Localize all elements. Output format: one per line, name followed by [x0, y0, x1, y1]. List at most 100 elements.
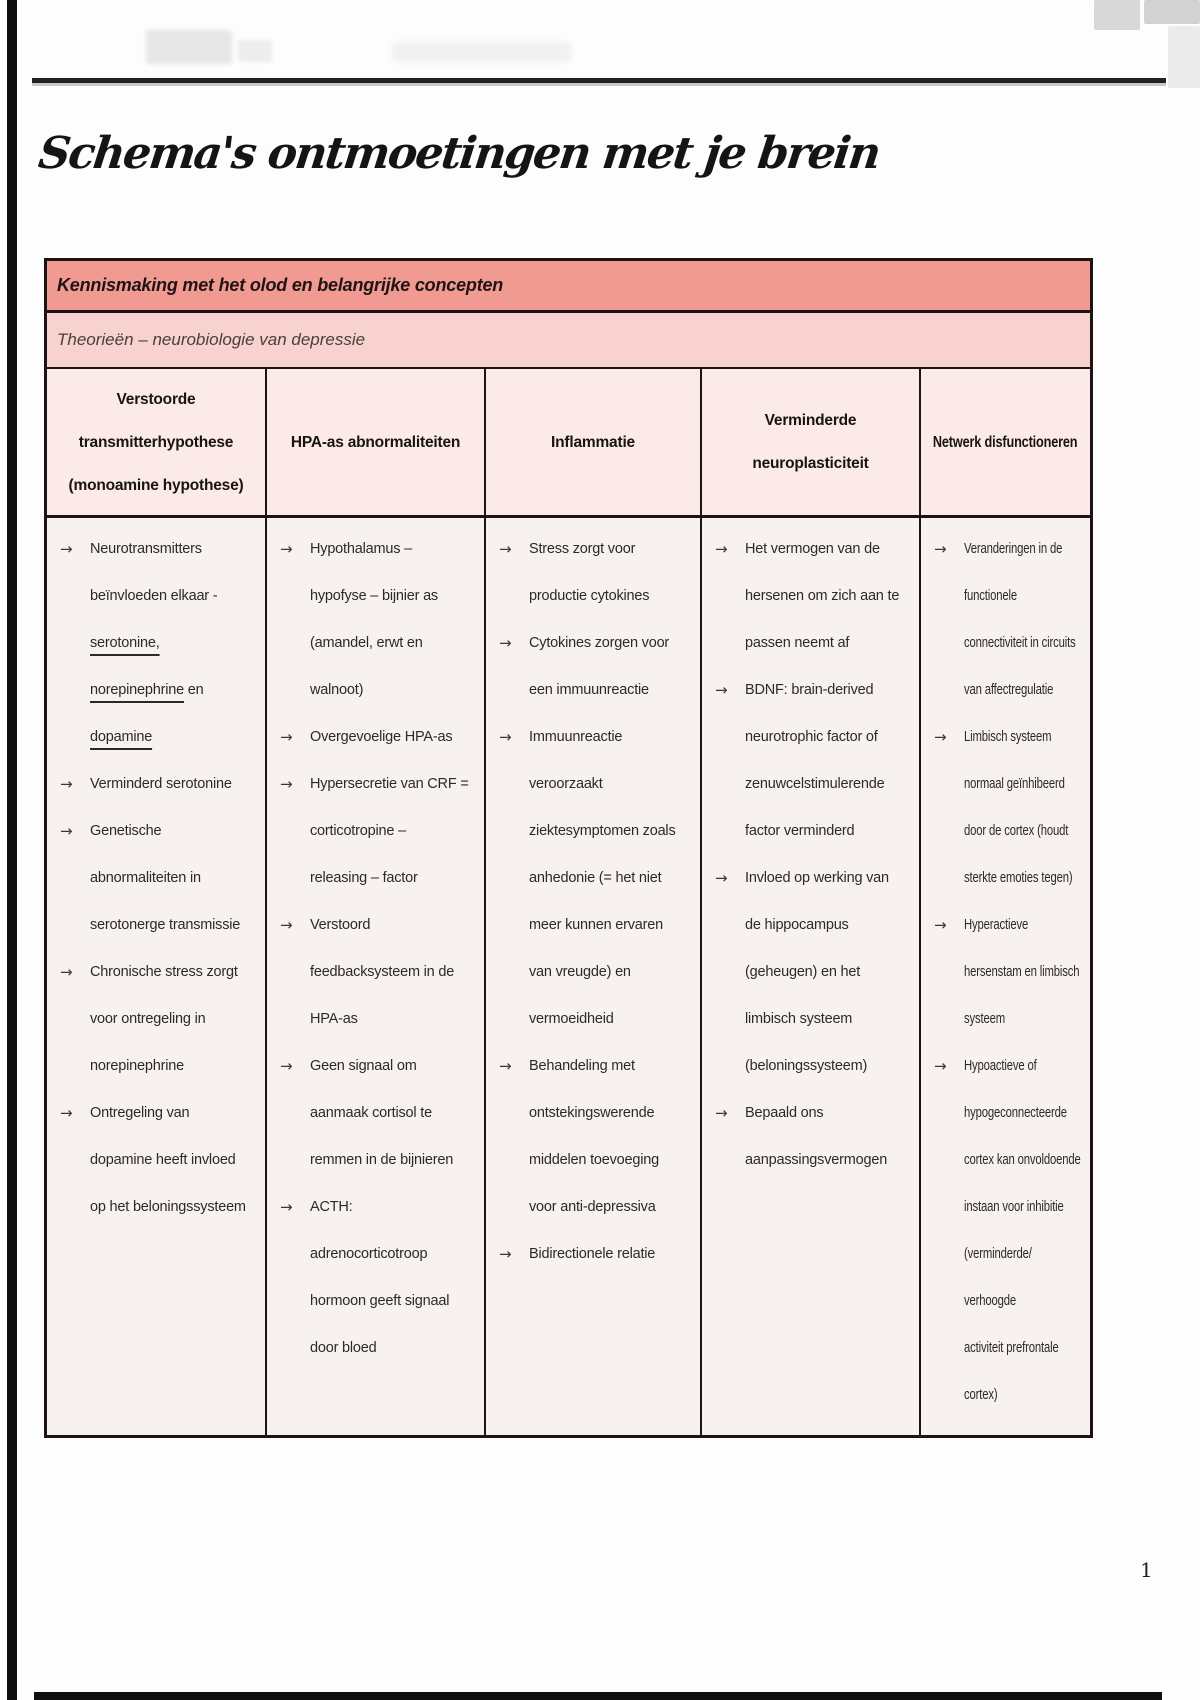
scan-artifact [1094, 0, 1140, 30]
column-header-text: Netwerk disfunctioneren [933, 433, 1078, 451]
list-item: → Hypersecretie van CRF = corticotropine … [280, 761, 480, 902]
list-item: → Veranderingen in de functionele connect… [934, 526, 1086, 714]
arrow-bullet-icon: → [280, 916, 293, 934]
arrow-bullet-icon: → [934, 1057, 947, 1075]
list-item: → Ontregeling van dopamine heeft invloed … [60, 1090, 261, 1231]
arrow-bullet-icon: → [60, 775, 73, 793]
item-text: Limbisch systeem normaal geïnhibeerd doo… [964, 729, 1073, 886]
item-text: Behandeling met ontstekingswerende midde… [529, 1058, 660, 1215]
column-cell-1: → Neurotransmitters beïnvloeden elkaar - … [47, 518, 267, 1435]
scan-edge-left [7, 0, 17, 1700]
item-text: Overgevoelige HPA-as [310, 729, 453, 745]
arrow-bullet-icon: → [499, 728, 512, 746]
page-number: 1 [1140, 1558, 1153, 1582]
column-cell-2: → Hypothalamus – hypofyse – bijnier as (a… [267, 518, 486, 1435]
arrow-bullet-icon: → [280, 1198, 293, 1216]
table-header-row: Verstoorde transmitterhypothese (monoami… [47, 369, 1090, 518]
arrow-bullet-icon: → [715, 869, 728, 887]
table-banner-primary: Kennismaking met het olod en belangrijke… [47, 261, 1090, 313]
item-text: Veranderingen in de functionele connecti… [964, 541, 1076, 698]
list-item: → Genetische abnormaliteiten in serotoner… [60, 808, 261, 949]
item-text: Immuunreactie veroorzaakt ziektesymptome… [529, 729, 676, 1027]
arrow-bullet-icon: → [715, 540, 728, 558]
notes-table: Kennismaking met het olod en belangrijke… [44, 258, 1093, 1438]
scan-edge-bottom [34, 1692, 1162, 1700]
list-item: → Behandeling met ontstekingswerende midd… [499, 1043, 696, 1231]
item-text: Chronische stress zorgt voor ontregeling… [90, 964, 238, 1074]
column-header-text: Inflammatie [551, 433, 635, 451]
list-item: → Cytokines zorgen voor een immuunreactie [499, 620, 696, 714]
item-text: Bidirectionele relatie [529, 1246, 656, 1262]
column-cell-3: → Stress zorgt voor productie cytokines → C… [486, 518, 702, 1435]
list-item: → Immuunreactie veroorzaakt ziektesymptom… [499, 714, 696, 1043]
list-item: → Hyperactieve hersenstam en limbisch sys… [934, 902, 1086, 1043]
arrow-bullet-icon: → [499, 1245, 512, 1263]
item-text: Cytokines zorgen voor een immuunreactie [529, 635, 670, 698]
scan-artifact [1144, 0, 1200, 24]
item-text: Het vermogen van de hersenen om zich aan… [745, 541, 900, 651]
column-cell-5: → Veranderingen in de functionele connect… [921, 518, 1090, 1435]
item-text: Verminderd serotonine [90, 776, 232, 792]
table-body-row: → Neurotransmitters beïnvloeden elkaar - … [47, 518, 1090, 1435]
arrow-bullet-icon: → [280, 1057, 293, 1075]
scan-artifact [1168, 26, 1200, 88]
list-item: → BDNF: brain-derived neurotrophic factor… [715, 667, 915, 855]
scan-artifact [238, 40, 272, 62]
list-item: → Bidirectionele relatie [499, 1231, 696, 1278]
column-header-4: Verminderde neuroplasticiteit [702, 369, 921, 515]
column-header-text: Verminderde neuroplasticiteit [752, 412, 869, 472]
list-item: → Overgevoelige HPA-as [280, 714, 480, 761]
arrow-bullet-icon: → [934, 540, 947, 558]
arrow-bullet-icon: → [934, 916, 947, 934]
list-item: → Hypoactieve of hypogeconnecteerde corte… [934, 1043, 1086, 1419]
list-item: → ACTH: adrenocorticotroop hormoon geeft … [280, 1184, 480, 1372]
column-header-text: HPA-as abnormaliteiten [290, 433, 461, 451]
page-top-rule [32, 78, 1166, 83]
list-item: → Verstoord feedbacksysteem in de HPA-as [280, 902, 480, 1043]
page-title: Schema's ontmoetingen met je brein [35, 128, 882, 179]
item-text: Neurotransmitters beïnvloeden elkaar - s… [90, 541, 218, 745]
list-item: → Stress zorgt voor productie cytokines [499, 526, 696, 620]
item-text: Stress zorgt voor productie cytokines [529, 541, 650, 604]
scan-artifact [392, 42, 572, 62]
arrow-bullet-icon: → [499, 634, 512, 652]
item-text: Ontregeling van dopamine heeft invloed o… [90, 1105, 246, 1215]
column-cell-4: → Het vermogen van de hersenen om zich aa… [702, 518, 921, 1435]
arrow-bullet-icon: → [60, 963, 73, 981]
arrow-bullet-icon: → [280, 540, 293, 558]
arrow-bullet-icon: → [715, 1104, 728, 1122]
table-banner-secondary: Theorieën – neurobiologie van depressie [47, 313, 1090, 369]
list-item: → Limbisch systeem normaal geïnhibeerd do… [934, 714, 1086, 902]
item-text: Hyperactieve hersenstam en limbisch syst… [964, 917, 1080, 1027]
scan-artifact [146, 30, 232, 64]
arrow-bullet-icon: → [499, 1057, 512, 1075]
arrow-bullet-icon: → [60, 540, 73, 558]
arrow-bullet-icon: → [60, 822, 73, 840]
list-item: → Het vermogen van de hersenen om zich aa… [715, 526, 915, 667]
column-header-3: Inflammatie [486, 369, 702, 515]
item-text: Geen signaal om aanmaak cortisol te remm… [310, 1058, 454, 1168]
item-text: ACTH: adrenocorticotroop hormoon geeft s… [310, 1199, 450, 1356]
item-text: Genetische abnormaliteiten in serotonerg… [90, 823, 241, 933]
item-text: Verstoord feedbacksysteem in de HPA-as [310, 917, 455, 1027]
list-item: → Chronische stress zorgt voor ontregelin… [60, 949, 261, 1090]
arrow-bullet-icon: → [60, 1104, 73, 1122]
list-item: → Hypothalamus – hypofyse – bijnier as (a… [280, 526, 480, 714]
item-text: Invloed op werking van de hippocampus (g… [745, 870, 889, 1074]
arrow-bullet-icon: → [715, 681, 728, 699]
arrow-bullet-icon: → [934, 728, 947, 746]
item-text: Hypersecretie van CRF = corticotropine –… [310, 776, 469, 886]
arrow-bullet-icon: → [499, 540, 512, 558]
item-text: Hypoactieve of hypogeconnecteerde cortex… [964, 1058, 1081, 1403]
list-item: → Neurotransmitters beïnvloeden elkaar - … [60, 526, 261, 761]
column-header-5: Netwerk disfunctioneren [921, 369, 1090, 515]
arrow-bullet-icon: → [280, 728, 293, 746]
item-text: BDNF: brain-derived neurotrophic factor … [745, 682, 885, 839]
item-text: Hypothalamus – hypofyse – bijnier as (am… [310, 541, 438, 698]
list-item: → Verminderd serotonine [60, 761, 261, 808]
list-item: → Geen signaal om aanmaak cortisol te rem… [280, 1043, 480, 1184]
list-item: → Invloed op werking van de hippocampus (… [715, 855, 915, 1090]
item-text: Bepaald ons aanpassingsvermogen [745, 1105, 888, 1168]
arrow-bullet-icon: → [280, 775, 293, 793]
list-item: → Bepaald ons aanpassingsvermogen [715, 1090, 915, 1184]
